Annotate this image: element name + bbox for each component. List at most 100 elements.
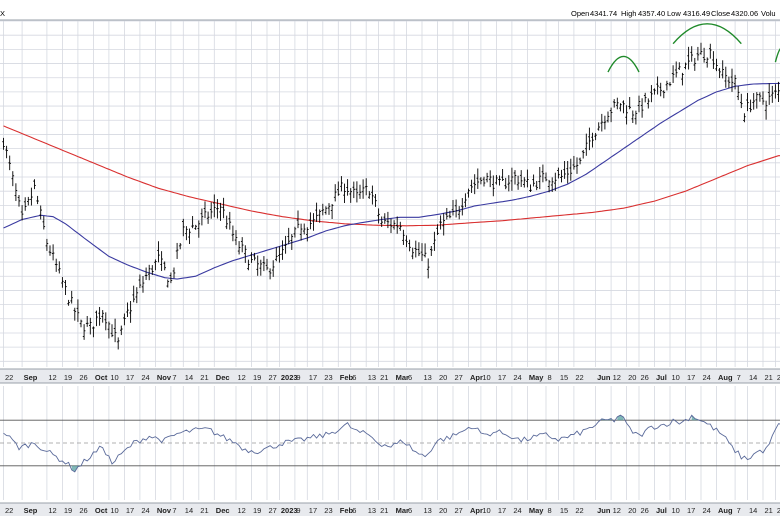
price-bar-171: [532, 174, 535, 187]
price-x-tick-19: 17: [309, 373, 317, 382]
price-bar-15: [48, 245, 52, 256]
price-x-tick-1: Sep: [24, 373, 38, 382]
open-value: 4341.74: [590, 9, 617, 18]
price-bar-186: [578, 157, 582, 165]
price-x-tick-50: 28: [777, 373, 780, 382]
price-bar-105: [327, 203, 331, 215]
price-x-tick-17: 2023: [281, 373, 298, 382]
price-bar-194: [603, 115, 607, 130]
price-bar-31: [98, 306, 101, 326]
price-bar-88: [275, 247, 278, 262]
price-bar-26: [82, 324, 86, 340]
price-x-tick-14: 12: [238, 373, 246, 382]
price-x-tick-21: Feb: [340, 373, 354, 382]
price-bar-76: [237, 241, 241, 255]
price-bar-179: [557, 167, 560, 179]
price-bar-205: [637, 95, 641, 113]
price-bar-127: [395, 216, 399, 234]
price-x-tick-24: 21: [380, 373, 388, 382]
indicator-x-tick-21: Feb: [340, 506, 354, 515]
price-bar-111: [346, 179, 349, 196]
price-bar-123: [383, 213, 387, 224]
price-bar-63: [197, 220, 201, 238]
price-bar-173: [538, 166, 542, 190]
indicator-x-tick-37: 22: [575, 506, 583, 515]
indicator-x-tick-16: 27: [269, 506, 277, 515]
price-bar-240: [746, 93, 749, 112]
indicator-x-tick-12: 21: [200, 506, 208, 515]
price-bar-159: [495, 175, 498, 185]
price-x-tick-30: Apr: [470, 373, 483, 382]
price-bar-7: [23, 197, 27, 211]
price-bar-165: [513, 170, 517, 185]
price-panel-background: [0, 21, 780, 367]
price-bar-128: [399, 221, 402, 231]
price-bar-226: [702, 47, 706, 63]
price-x-tick-35: 8: [548, 373, 552, 382]
price-bar-101: [315, 202, 318, 222]
price-x-tick-2: 12: [48, 373, 56, 382]
price-bar-56: [175, 242, 179, 259]
price-bar-204: [634, 110, 638, 125]
price-bar-130: [405, 235, 408, 248]
price-bar-187: [581, 150, 585, 159]
price-bar-141: [439, 215, 442, 230]
open-label: Open: [571, 9, 589, 18]
price-bar-14: [45, 238, 49, 251]
indicator-x-tick-45: 24: [703, 506, 711, 515]
price-x-tick-49: 21: [765, 373, 773, 382]
price-bar-198: [616, 97, 619, 110]
price-bar-169: [526, 169, 529, 188]
price-bar-98: [306, 227, 309, 242]
indicator-x-tick-20: 23: [324, 506, 332, 515]
price-bar-245: [761, 91, 765, 105]
price-bar-13: [42, 216, 46, 230]
price-bar-22: [70, 290, 73, 304]
price-bar-139: [433, 231, 436, 251]
indicator-x-tick-38: Jun: [597, 506, 611, 515]
indicator-x-tick-40: 20: [628, 506, 636, 515]
price-bar-57: [178, 243, 182, 250]
price-bar-154: [479, 177, 483, 185]
indicator-x-tick-5: Oct: [95, 506, 108, 515]
price-bar-172: [535, 180, 538, 191]
price-x-tick-47: 7: [737, 373, 741, 382]
price-bar-60: [188, 228, 191, 244]
price-bar-37: [116, 337, 120, 350]
price-bar-74: [231, 225, 235, 242]
indicator-x-tick-11: 14: [185, 506, 193, 515]
indicator-x-tick-30: Apr: [470, 506, 483, 515]
price-bar-1: [5, 145, 8, 159]
right-shoulder-arc: [774, 48, 780, 63]
price-bar-231: [718, 67, 721, 79]
indicator-x-tick-25: Mar: [396, 506, 409, 515]
price-bar-113: [352, 181, 356, 199]
price-bar-77: [240, 237, 244, 253]
price-bar-209: [650, 85, 653, 103]
price-bar-239: [743, 113, 746, 123]
indicator-x-tick-33: 24: [513, 506, 521, 515]
overbought-fill-4: [691, 415, 698, 421]
price-bar-167: [519, 170, 523, 187]
price-bar-36: [113, 318, 117, 343]
price-bar-147: [457, 206, 461, 220]
price-bar-242: [752, 93, 755, 110]
price-bar-220: [684, 62, 687, 70]
price-bar-92: [287, 227, 290, 245]
price-bar-110: [343, 183, 346, 203]
ma-200-line: [3, 125, 780, 227]
price-bar-207: [643, 92, 647, 103]
price-bar-72: [225, 215, 228, 230]
price-x-tick-6: 10: [110, 373, 118, 382]
price-bar-42: [132, 285, 135, 303]
price-bar-122: [380, 216, 383, 227]
price-axis-band: [0, 369, 780, 383]
pattern-arcs: [607, 23, 780, 73]
header-strip: [0, 0, 780, 20]
indicator-x-tick-6: 10: [110, 506, 118, 515]
price-x-tick-26: 6: [408, 373, 412, 382]
price-bar-19: [61, 277, 64, 288]
price-bar-43: [135, 287, 139, 304]
price-gridlines: [0, 20, 780, 367]
price-bar-2: [8, 155, 11, 171]
